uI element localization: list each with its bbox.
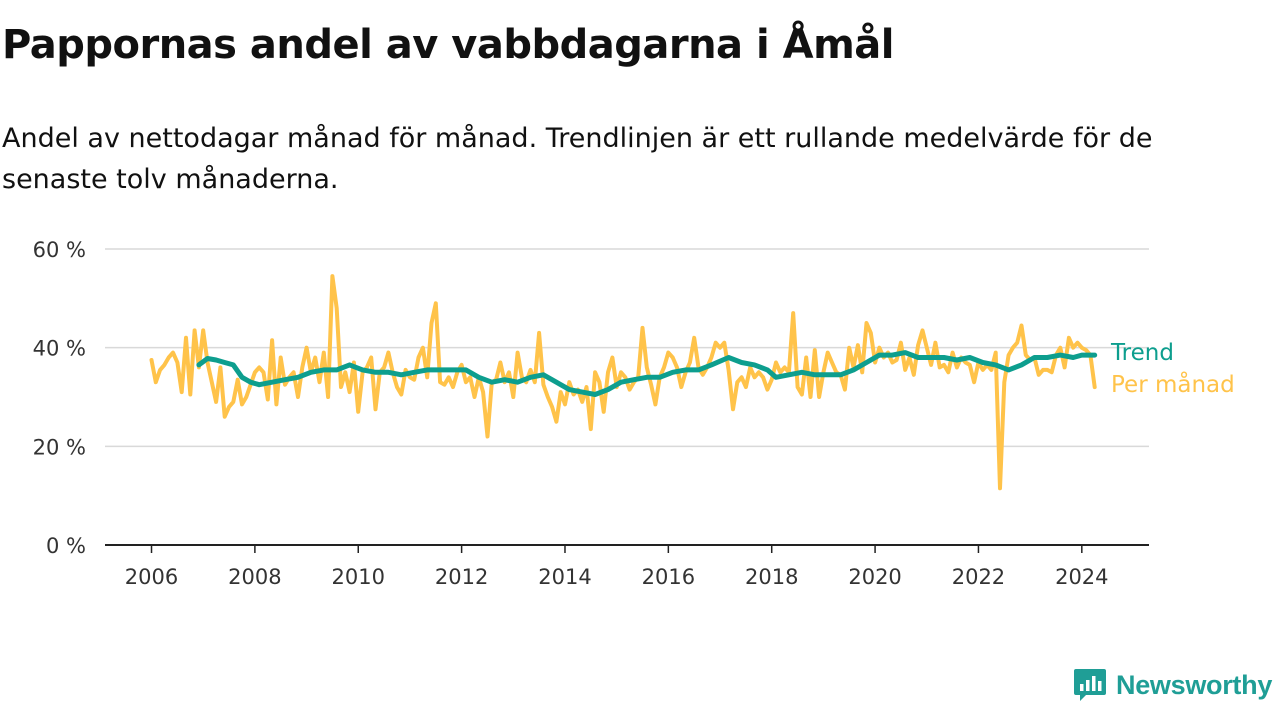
y-tick-label: 40 % (33, 337, 86, 361)
monthly-series-label: Per månad (1111, 370, 1235, 398)
x-tick-label: 2016 (642, 565, 695, 589)
x-tick-label: 2014 (538, 565, 591, 589)
chart-subtitle: Andel av nettodagar månad för månad. Tre… (2, 123, 1153, 195)
x-tick-label: 2022 (952, 565, 1005, 589)
series-labels: Per månad Trend (1110, 340, 1235, 398)
y-axis-tick-labels: 0 % 20 % 40 % 60 % (33, 238, 86, 558)
y-tick-label: 20 % (33, 435, 86, 459)
x-tick-label: 2010 (332, 565, 385, 589)
y-tick-label: 0 % (46, 534, 86, 558)
x-tick-label: 2012 (435, 565, 488, 589)
gridlines (105, 248, 1149, 448)
newsworthy-logo-icon (1074, 669, 1106, 701)
trend-series-line (196, 350, 1098, 397)
x-tick-label: 2018 (745, 565, 798, 589)
series-lines (149, 274, 1098, 491)
x-tick-label: 2008 (228, 565, 281, 589)
x-tick-label: 2006 (125, 565, 178, 589)
trend-series-label: Trend (1110, 340, 1174, 366)
x-tick-label: 2024 (1055, 565, 1108, 589)
x-axis-ticks: 2006 2008 2010 2012 2014 2016 2018 2020 2022 2024 (125, 545, 1109, 589)
brand-name: Newsworthy (1116, 669, 1273, 700)
newsworthy-logo[interactable]: Newsworthy (1072, 664, 1272, 706)
x-tick-label: 2020 (848, 565, 901, 589)
chart-title: Pappornas andel av vabbdagarna i Åmål (2, 22, 894, 68)
y-tick-label: 60 % (33, 238, 86, 262)
